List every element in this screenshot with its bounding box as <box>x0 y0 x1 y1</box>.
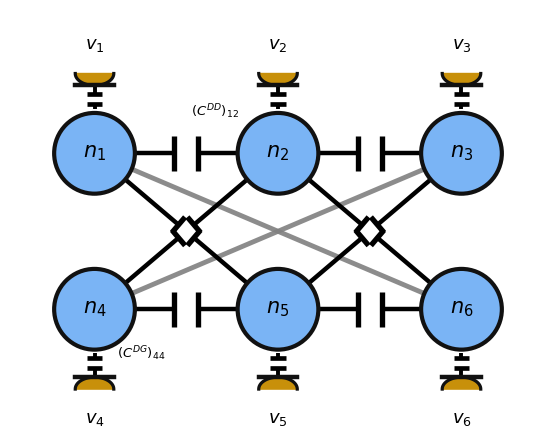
Polygon shape <box>259 377 297 389</box>
Text: $n_3$: $n_3$ <box>450 144 473 163</box>
Polygon shape <box>442 377 481 389</box>
Ellipse shape <box>421 113 502 194</box>
Text: $v_6$: $v_6$ <box>451 410 471 428</box>
Ellipse shape <box>237 269 319 350</box>
Polygon shape <box>75 73 114 85</box>
Text: $n_6$: $n_6$ <box>450 299 473 319</box>
Text: $n_4$: $n_4$ <box>83 299 106 319</box>
Ellipse shape <box>237 113 319 194</box>
Ellipse shape <box>421 269 502 350</box>
Text: $n_5$: $n_5$ <box>266 299 290 319</box>
Ellipse shape <box>54 113 135 194</box>
Polygon shape <box>259 73 297 85</box>
Polygon shape <box>442 73 481 85</box>
Text: $v_3$: $v_3$ <box>451 36 471 54</box>
Polygon shape <box>75 377 114 389</box>
Text: $n_1$: $n_1$ <box>83 144 106 163</box>
Text: $v_2$: $v_2$ <box>269 36 287 54</box>
Text: $n_2$: $n_2$ <box>266 144 290 163</box>
Text: $v_5$: $v_5$ <box>268 410 288 428</box>
Text: $v_1$: $v_1$ <box>85 36 105 54</box>
Text: $(C^{DG})_{44}$: $(C^{DG})_{44}$ <box>117 344 166 363</box>
Text: $v_4$: $v_4$ <box>85 410 105 428</box>
Ellipse shape <box>54 269 135 350</box>
Text: $(C^{DD})_{12}$: $(C^{DD})_{12}$ <box>191 102 239 121</box>
